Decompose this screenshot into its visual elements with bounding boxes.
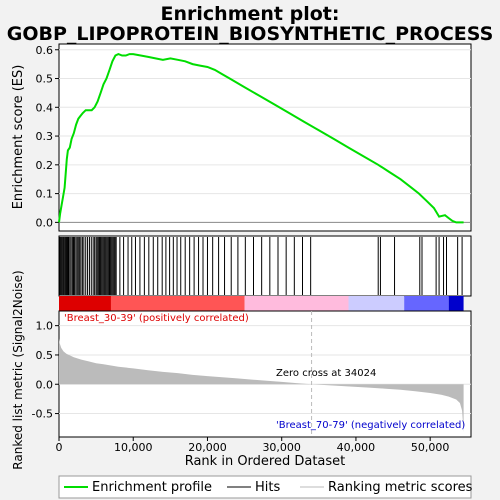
x-tick-label: 30,000 [262, 441, 301, 454]
es-panel [58, 43, 472, 232]
chart-title-line2: GOBP_LIPOPROTEIN_BIOSYNTHETIC_PROCESS [7, 23, 494, 45]
x-ticks: 0 10,000 20,000 30,000 40,000 50,000 [56, 437, 450, 454]
enrichment-profile-line [58, 53, 464, 224]
legend-label: Ranking metric scores [328, 480, 473, 495]
x-tick-label: 20,000 [188, 441, 227, 454]
metric-y-ticks: -0.5 0.0 0.5 1.0 [32, 320, 59, 421]
chart-title-line1: Enrichment plot: [161, 3, 340, 25]
negative-correlation-label: 'Breast_70-79' (negatively correlated) [276, 420, 465, 431]
metric-tick-label: 0.0 [36, 378, 54, 391]
legend-label: Enrichment profile [92, 480, 212, 495]
legend-item: Hits [227, 480, 280, 495]
legend-item: Enrichment profile [64, 480, 212, 495]
es-y-axis-label: Enrichment score (ES) [11, 65, 26, 210]
metric-tick-label: -0.5 [32, 408, 53, 421]
x-axis-label: Rank in Ordered Dataset [185, 454, 346, 469]
color-bar-segment [110, 296, 245, 311]
legend-label: Hits [255, 480, 280, 495]
metric-tick-label: 1.0 [36, 320, 54, 333]
metric-tick-label: 0.5 [36, 349, 54, 362]
color-bar-segment [448, 296, 464, 311]
es-tick-label: 0.0 [36, 216, 54, 229]
positive-correlation-label: 'Breast_30-39' (positively correlated) [64, 313, 249, 324]
metric-y-axis-label: Ranked list metric (Signal2Noise) [11, 270, 25, 469]
color-bar-segment [348, 296, 405, 311]
color-bar-segment [404, 296, 449, 311]
x-tick-label: 10,000 [114, 441, 153, 454]
legend-box [58, 475, 472, 499]
es-y-ticks: 0.0 0.1 0.2 0.3 0.4 0.5 0.6 [36, 44, 59, 229]
es-gridlines [59, 49, 471, 223]
es-tick-label: 0.3 [36, 130, 54, 143]
x-tick-label: 40,000 [337, 441, 376, 454]
x-tick-label: 0 [56, 441, 63, 454]
es-tick-label: 0.6 [36, 44, 54, 57]
es-tick-label: 0.4 [36, 101, 54, 114]
rank-color-bar [59, 296, 464, 311]
color-bar-segment [244, 296, 349, 311]
color-bar-segment [59, 296, 111, 311]
legend: Enrichment profile Hits Ranking metric sco… [64, 480, 473, 495]
es-tick-label: 0.5 [36, 73, 54, 86]
hits-panel [58, 235, 472, 297]
legend-item: Ranking metric scores [300, 480, 473, 495]
zero-cross-label: Zero cross at 34024 [276, 368, 376, 379]
ranking-metric-area [59, 338, 464, 433]
es-tick-label: 0.1 [36, 188, 54, 201]
es-tick-label: 0.2 [36, 159, 54, 172]
x-tick-label: 50,000 [411, 441, 450, 454]
hits-group [59, 237, 463, 295]
